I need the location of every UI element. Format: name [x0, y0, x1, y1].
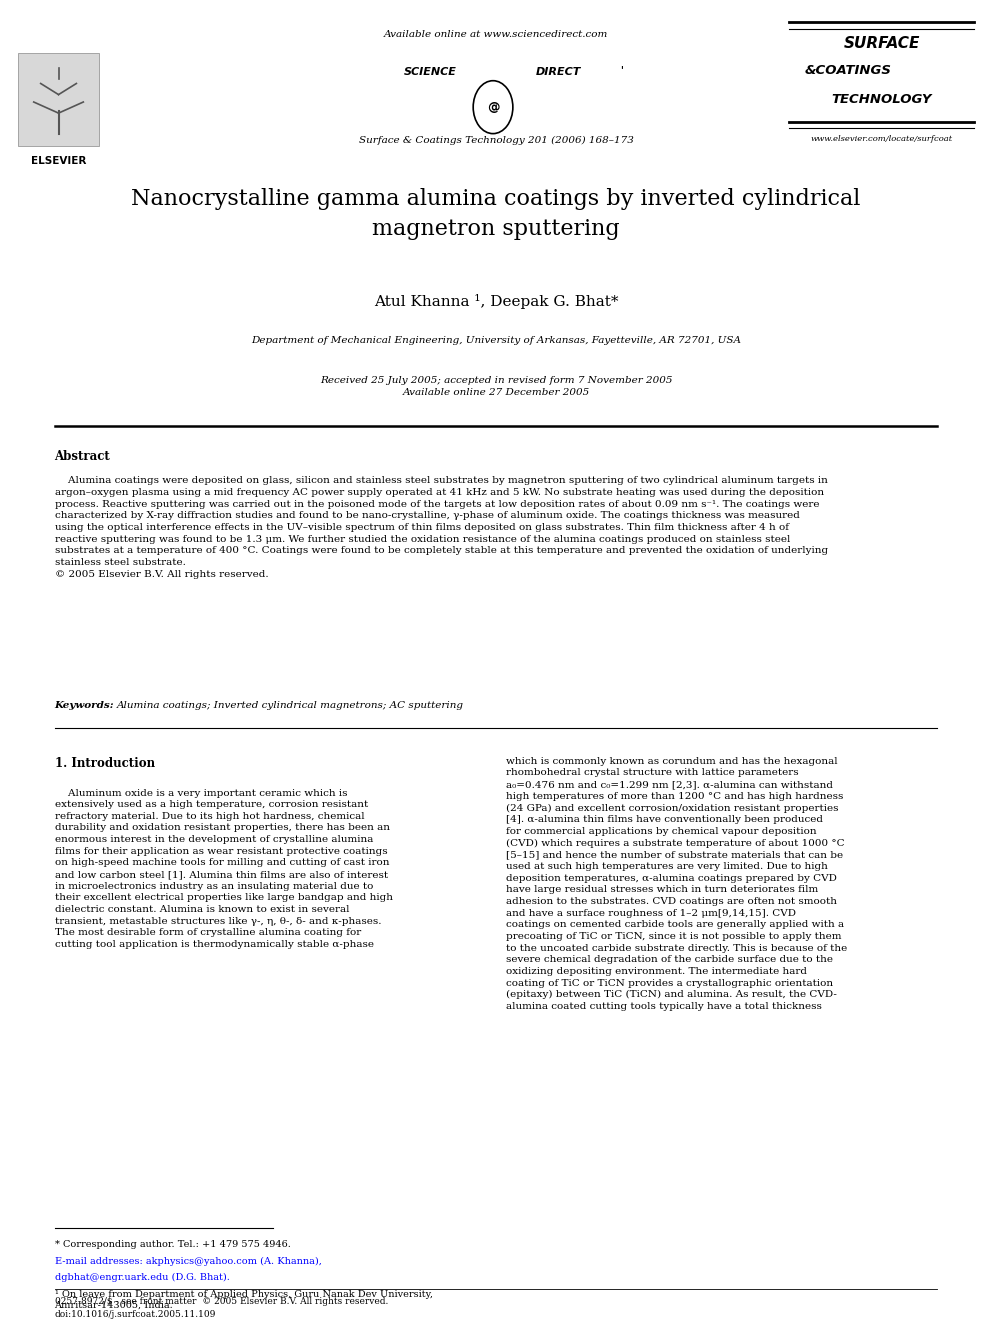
Text: Aluminum oxide is a very important ceramic which is
extensively used as a high t: Aluminum oxide is a very important ceram… — [55, 789, 393, 949]
Text: Department of Mechanical Engineering, University of Arkansas, Fayetteville, AR 7: Department of Mechanical Engineering, Un… — [251, 336, 741, 345]
Text: Available online at www.sciencedirect.com: Available online at www.sciencedirect.co… — [384, 30, 608, 40]
Text: Abstract: Abstract — [55, 450, 110, 463]
Text: SCIENCE: SCIENCE — [404, 67, 456, 78]
Text: which is commonly known as corundum and has the hexagonal
rhombohedral crystal s: which is commonly known as corundum and … — [506, 757, 847, 1011]
Text: Keywords:: Keywords: — [55, 701, 114, 710]
Text: Nanocrystalline gamma alumina coatings by inverted cylindrical
magnetron sputter: Nanocrystalline gamma alumina coatings b… — [131, 188, 861, 241]
Text: doi:10.1016/j.surfcoat.2005.11.109: doi:10.1016/j.surfcoat.2005.11.109 — [55, 1310, 216, 1319]
Text: DIRECT: DIRECT — [536, 67, 581, 78]
Text: ': ' — [620, 65, 623, 75]
Text: Alumina coatings; Inverted cylindrical magnetrons; AC sputtering: Alumina coatings; Inverted cylindrical m… — [117, 701, 464, 710]
Text: www.elsevier.com/locate/surfcoat: www.elsevier.com/locate/surfcoat — [810, 135, 953, 143]
Text: Surface & Coatings Technology 201 (2006) 168–173: Surface & Coatings Technology 201 (2006)… — [358, 136, 634, 146]
Text: SURFACE: SURFACE — [844, 36, 920, 50]
Text: dgbhat@engr.uark.edu (D.G. Bhat).: dgbhat@engr.uark.edu (D.G. Bhat). — [55, 1273, 229, 1282]
Text: ELSEVIER: ELSEVIER — [31, 156, 86, 167]
Text: E-mail addresses: akphysics@yahoo.com (A. Khanna),: E-mail addresses: akphysics@yahoo.com (A… — [55, 1257, 321, 1266]
Bar — [18, 53, 99, 146]
Text: Alumina coatings were deposited on glass, silicon and stainless steel substrates: Alumina coatings were deposited on glass… — [55, 476, 827, 578]
Text: 0257-8972/$ - see front matter  © 2005 Elsevier B.V. All rights reserved.: 0257-8972/$ - see front matter © 2005 El… — [55, 1297, 388, 1306]
Text: &COATINGS: &COATINGS — [805, 64, 892, 77]
Text: Received 25 July 2005; accepted in revised form 7 November 2005
Available online: Received 25 July 2005; accepted in revis… — [319, 376, 673, 397]
Text: ¹ On leave from Department of Applied Physics, Guru Nanak Dev University,
Amrits: ¹ On leave from Department of Applied Ph… — [55, 1290, 433, 1310]
Text: Atul Khanna ¹, Deepak G. Bhat*: Atul Khanna ¹, Deepak G. Bhat* — [374, 294, 618, 308]
Text: TECHNOLOGY: TECHNOLOGY — [831, 93, 932, 106]
Text: @: @ — [487, 101, 499, 114]
Text: * Corresponding author. Tel.: +1 479 575 4946.: * Corresponding author. Tel.: +1 479 575… — [55, 1240, 291, 1249]
Text: 1. Introduction: 1. Introduction — [55, 757, 155, 770]
